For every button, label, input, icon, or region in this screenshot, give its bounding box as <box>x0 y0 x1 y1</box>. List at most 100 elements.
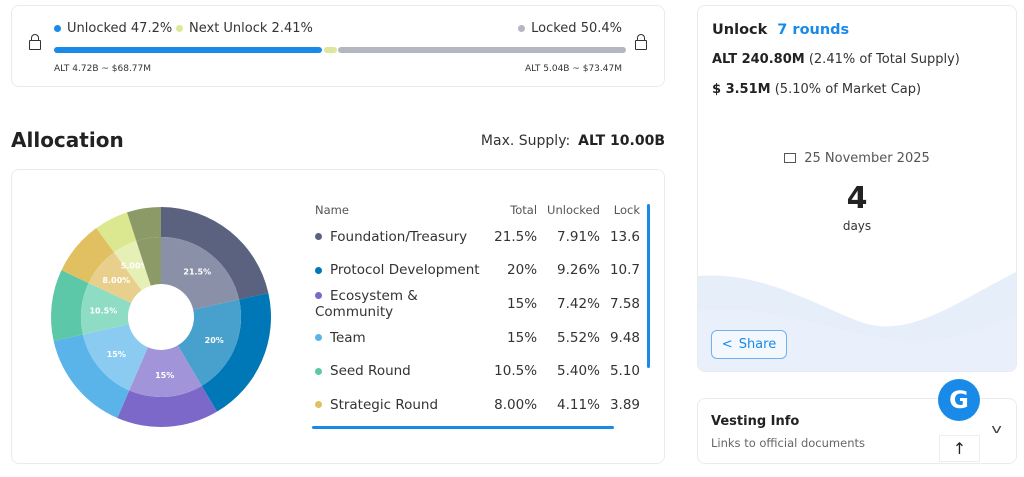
allocation-table: Name Total Unlocked Lock Foundation/Treasur… <box>315 200 650 422</box>
locked-bar <box>337 47 626 53</box>
row-locked: 3.89 <box>609 396 640 413</box>
table-row[interactable]: Strategic Round 8.00% 4.11% 3.89 <box>315 388 650 422</box>
pie-data-label: 21.5% <box>183 268 211 277</box>
pie-slice-inner[interactable] <box>177 299 241 386</box>
unlock-date: 25 November 2025 <box>698 151 1016 166</box>
allocation-pie-chart: 21.5% 20% 15% 15% 10.5% 8.00% 5.00% <box>50 207 271 427</box>
unlock-usd: $ 3.51M (5.10% of Market Cap) <box>712 82 921 97</box>
unlock-lock-icon <box>784 153 797 163</box>
row-name-text: Strategic Round <box>330 396 439 413</box>
pie-slice-inner[interactable] <box>82 324 148 391</box>
row-color-dot <box>315 334 322 342</box>
column-header: Lock <box>613 203 640 217</box>
max-supply: Max. Supply: ALT 10.00B <box>481 133 665 149</box>
row-locked: 13.6 <box>609 228 640 245</box>
table-row[interactable]: Foundation/Treasury 21.5% 7.91% 13.6 <box>315 220 650 254</box>
scroll-to-top-button[interactable]: ↑ <box>939 435 980 462</box>
row-total: 21.5% <box>494 228 538 245</box>
row-name: Strategic Round <box>315 388 494 422</box>
unlock-title: Unlock <box>712 22 768 38</box>
row-name: Team <box>315 321 494 355</box>
pie-slice-outer[interactable] <box>53 334 130 418</box>
lock-icon <box>635 34 647 50</box>
pie-slice-inner[interactable] <box>129 345 202 397</box>
vesting-title: Vesting Info <box>711 414 800 429</box>
table-row[interactable]: Team 15% 5.52% 9.48 <box>315 321 650 355</box>
column-header: Unlocked <box>547 203 600 217</box>
rounds-link[interactable]: 7 rounds <box>777 22 850 38</box>
share-button[interactable]: < Share <box>711 330 787 359</box>
pie-slice-inner[interactable] <box>161 237 240 310</box>
pie-slice-outer[interactable] <box>117 385 217 427</box>
row-locked: 5.10 <box>609 363 640 380</box>
pie-slice-inner[interactable] <box>136 237 161 286</box>
pie-slice-outer[interactable] <box>127 207 161 241</box>
row-total: 15% <box>507 329 538 346</box>
row-locked: 10.7 <box>609 262 640 279</box>
row-locked: 9.48 <box>609 329 640 346</box>
cryptorank-fab-icon[interactable]: G <box>938 379 980 421</box>
legend-locked: Locked 50.4% <box>518 21 622 36</box>
horizontal-scrollbar[interactable] <box>312 426 614 429</box>
share-icon: < <box>721 337 733 352</box>
pie-slice-outer[interactable] <box>50 270 89 341</box>
column-header: Name <box>315 203 349 217</box>
unlock-amount-note: (2.41% of Total Supply) <box>808 52 960 67</box>
row-name-text: Ecosystem & Community <box>315 287 418 320</box>
pie-slice-outer[interactable] <box>201 293 271 412</box>
pie-data-label: 8.00% <box>102 276 130 285</box>
row-total: 20% <box>507 262 538 279</box>
pie-slice-inner[interactable] <box>88 252 142 303</box>
pie-data-label: 15% <box>155 371 174 380</box>
row-total: 15% <box>507 295 538 312</box>
row-unlocked: 7.42% <box>557 295 600 312</box>
max-supply-value: ALT 10.00B <box>578 133 665 149</box>
row-total: 10.5% <box>494 363 538 380</box>
row-color-dot <box>315 401 322 409</box>
unlocked-bar <box>54 47 322 53</box>
unlock-usd-note: (5.10% of Market Cap) <box>774 82 922 97</box>
row-locked: 7.58 <box>609 295 640 312</box>
pie-data-label: 10.5% <box>89 307 117 316</box>
table-row[interactable]: Protocol Development 20% 9.26% 10.7 <box>315 254 650 288</box>
unlock-amount-value: ALT 240.80M <box>712 52 805 67</box>
row-name-text: Foundation/Treasury <box>330 228 468 245</box>
table-row[interactable]: Ecosystem & Community 15% 7.42% 7.58 <box>315 287 650 321</box>
pie-slice-outer[interactable] <box>96 212 137 253</box>
row-name-text: Seed Round <box>330 363 411 380</box>
unlock-usd-value: $ 3.51M <box>712 82 771 97</box>
pie-slice-outer[interactable] <box>61 228 114 283</box>
row-unlocked: 4.11% <box>557 396 600 413</box>
unlock-icon <box>29 34 41 50</box>
row-name: Ecosystem & Community <box>315 287 494 321</box>
chevron-down-icon[interactable]: v <box>991 422 1002 436</box>
allocation-table-scroll[interactable]: Name Total Unlocked Lock Foundation/Treasur… <box>300 190 650 440</box>
pie-data-label: 15% <box>107 350 126 359</box>
countdown-days: 4 <box>846 181 868 216</box>
row-unlocked: 5.52% <box>557 329 600 346</box>
row-name-text: Team <box>330 329 366 346</box>
unlock-progress-card: Unlocked 47.2% Next Unlock 2.41% Locked … <box>11 5 665 87</box>
arrow-up-icon: ↑ <box>952 439 967 458</box>
max-supply-label: Max. Supply: <box>480 133 571 149</box>
column-header: Total <box>510 203 538 217</box>
next-unlock-bar <box>323 47 337 53</box>
pie-slice-inner[interactable] <box>81 282 132 335</box>
countdown-days-label: days <box>842 219 872 233</box>
pie-slice-outer[interactable] <box>161 207 269 300</box>
unlocked-amount: ALT 4.72B ~ $68.77M <box>54 64 152 74</box>
share-label: Share <box>738 337 777 352</box>
row-total: 8.00% <box>494 396 538 413</box>
pie-slice-inner[interactable] <box>113 240 151 291</box>
legend-next-label: Next Unlock 2.41% <box>189 21 313 36</box>
row-color-dot <box>315 367 322 375</box>
row-name-text: Protocol Development <box>330 262 480 279</box>
table-row[interactable]: Seed Round 10.5% 5.40% 5.10 <box>315 354 650 388</box>
row-color-dot <box>315 292 322 300</box>
legend-next-unlock: Next Unlock 2.41% <box>176 21 313 36</box>
allocation-title: Allocation <box>11 128 124 152</box>
pie-data-label: 20% <box>205 336 224 345</box>
pie-data-label: 5.00% <box>121 261 149 270</box>
unlock-heading: Unlock 7 rounds <box>712 22 849 38</box>
vertical-scrollbar[interactable] <box>647 204 650 368</box>
